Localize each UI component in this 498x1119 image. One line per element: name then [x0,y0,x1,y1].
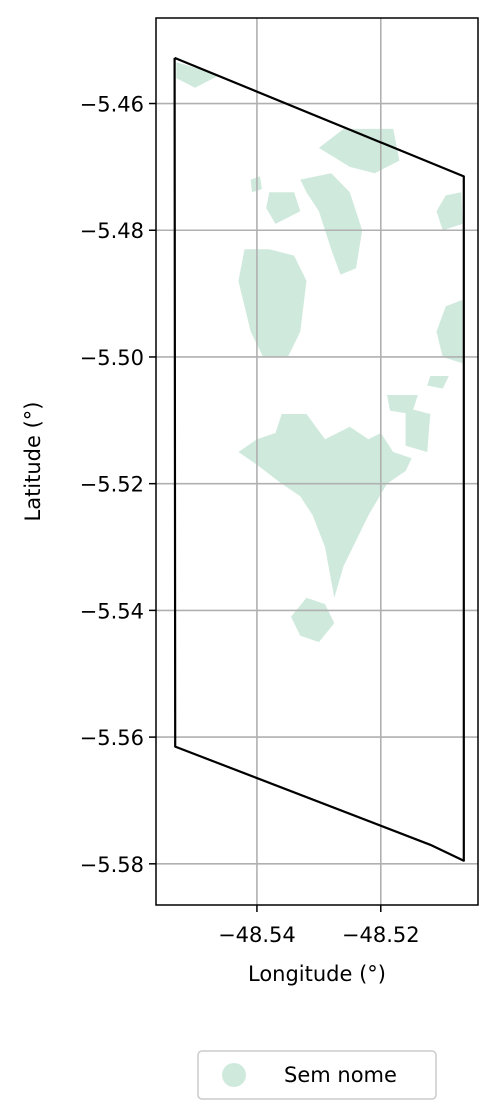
x-tick-label-1: −48.52 [342,923,420,947]
y-tick-label-3: −5.52 [80,473,144,497]
legend: Sem nome [197,1050,437,1100]
region-4 [266,192,301,224]
region-8 [427,376,449,389]
boundary-outline [173,56,465,862]
region-1 [318,128,400,174]
region-12 [291,597,335,643]
y-tick-label-0: −5.46 [80,93,144,117]
legend-marker [222,1063,246,1087]
region-3 [300,173,363,275]
legend-label: Sem nome [284,1063,397,1087]
y-tick-label-5: −5.56 [80,726,144,750]
region-6 [436,192,463,231]
region-11 [405,407,431,452]
x-axis-label: Longitude (°) [248,962,386,986]
y-axis-label: Latitude (°) [21,402,45,522]
y-tick-label-4: −5.54 [80,599,144,623]
y-tick-label-1: −5.48 [80,219,144,243]
region-5 [238,249,307,357]
regions-layer [176,62,463,643]
legend-box [197,1050,437,1100]
region-0 [176,62,220,88]
y-tick-label-6: −5.58 [80,853,144,877]
grid-layer [156,18,478,905]
x-tick-label-0: −48.54 [218,923,296,947]
region-7 [436,299,463,364]
boundary-layer [173,56,465,862]
ticks-layer: −48.54 −48.52 −5.46 −5.48 −5.50 −5.52 −5.54 −5.… [80,93,420,947]
region-10 [238,414,412,598]
y-tick-label-2: −5.50 [80,346,144,370]
plot-frame [155,17,479,906]
